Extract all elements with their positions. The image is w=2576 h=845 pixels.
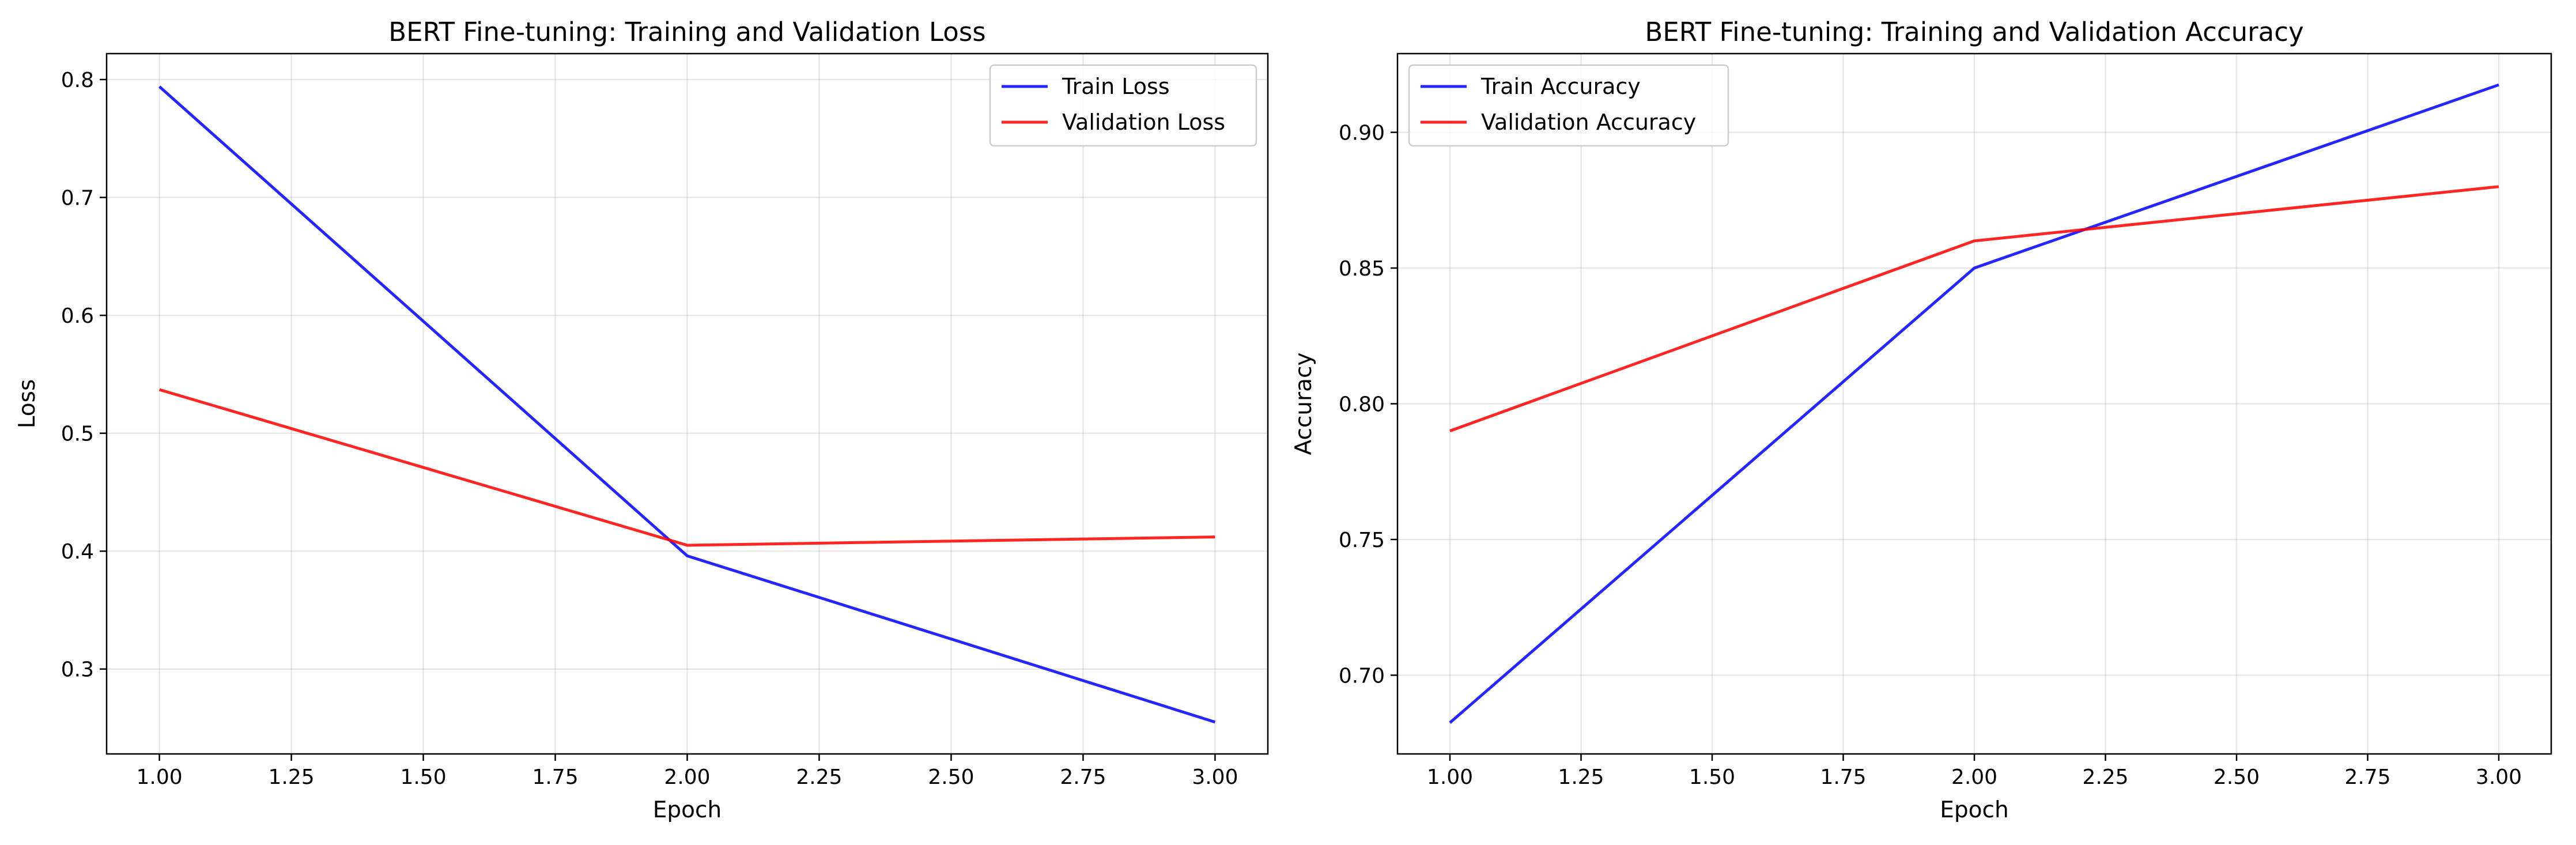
accuracy-chart-legend-train-accuracy-label: Train Accuracy <box>1480 74 1641 99</box>
loss-chart-x-tick-label: 2.50 <box>928 765 974 789</box>
loss-chart-x-tick-label: 1.75 <box>532 765 578 789</box>
accuracy-chart-validation-accuracy-line <box>1449 185 2499 432</box>
loss-chart-plot-frame <box>105 52 1269 755</box>
loss-chart-x-axis-label: Epoch <box>653 797 722 823</box>
loss-chart-y-tick-label: 0.7 <box>61 187 94 210</box>
loss-chart-y-tick-label: 0.6 <box>61 304 94 328</box>
accuracy-chart-x-tick-label: 3.00 <box>2476 765 2522 789</box>
loss-chart-y-tick-label: 0.5 <box>61 423 94 446</box>
accuracy-chart: BERT Fine-tuning: Training and Validatio… <box>1291 17 2552 823</box>
loss-chart-x-tick-label: 3.00 <box>1192 765 1238 789</box>
accuracy-chart-ticks: 1.00 1.25 1.50 1.75 2.00 2.25 2.50 2.75 3.00 0.70… <box>1339 122 2522 789</box>
loss-chart-x-tick-label: 2.75 <box>1060 765 1106 789</box>
loss-chart-series <box>158 85 1216 724</box>
loss-chart-x-tick-label: 1.25 <box>268 765 314 789</box>
loss-chart-grid <box>107 54 1268 754</box>
loss-chart-x-tick-label: 2.25 <box>796 765 842 789</box>
accuracy-chart-x-tick-label: 2.75 <box>2344 765 2390 789</box>
accuracy-chart-train-accuracy-line <box>1449 83 2499 724</box>
loss-chart-title: BERT Fine-tuning: Training and Validatio… <box>388 17 985 47</box>
accuracy-chart-y-tick-label: 0.70 <box>1339 664 1385 688</box>
accuracy-chart-x-tick-label: 1.00 <box>1427 765 1473 789</box>
loss-chart-legend-validation-loss-label: Validation Loss <box>1062 110 1225 135</box>
loss-chart-y-tick-label: 0.3 <box>61 658 94 682</box>
accuracy-chart-y-tick-label: 0.90 <box>1339 122 1385 145</box>
accuracy-chart-title: BERT Fine-tuning: Training and Validatio… <box>1645 17 2303 47</box>
accuracy-chart-series <box>1449 83 2499 724</box>
accuracy-chart-y-tick-label: 0.80 <box>1339 393 1385 417</box>
accuracy-chart-x-tick-label: 2.25 <box>2082 765 2128 789</box>
loss-chart-x-tick-label: 2.00 <box>664 765 710 789</box>
accuracy-chart-legend-frame <box>1408 64 1729 147</box>
accuracy-chart-x-tick-label: 1.50 <box>1689 765 1735 789</box>
loss-chart-legend-frame <box>989 64 1257 147</box>
loss-chart-x-tick-label: 1.50 <box>400 765 446 789</box>
accuracy-chart-x-tick-label: 2.50 <box>2214 765 2260 789</box>
accuracy-chart-legend-validation-accuracy-label: Validation Accuracy <box>1481 110 1696 135</box>
accuracy-chart-plot-frame <box>1396 52 2552 755</box>
accuracy-chart-x-axis-label: Epoch <box>1940 797 2008 823</box>
loss-chart-validation-loss-line <box>158 388 1215 547</box>
accuracy-chart-y-tick-label: 0.75 <box>1339 529 1385 552</box>
accuracy-chart-legend: Train Accuracy Validation Accuracy <box>1408 64 1729 147</box>
loss-chart-y-tick-label: 0.4 <box>61 540 94 564</box>
loss-chart-ticks: 1.00 1.25 1.50 1.75 2.00 2.25 2.50 2.75 3.00 0.3 0… <box>61 69 1238 789</box>
loss-chart-y-tick-label: 0.8 <box>61 69 94 92</box>
accuracy-chart-y-tick-label: 0.85 <box>1339 257 1385 281</box>
accuracy-chart-x-tick-label: 2.00 <box>1951 765 1997 789</box>
loss-chart-train-loss-line <box>158 85 1216 724</box>
loss-chart-legend-train-loss-label: Train Loss <box>1062 74 1170 99</box>
loss-chart-x-tick-label: 1.00 <box>137 765 183 789</box>
loss-chart-y-axis-label: Loss <box>14 379 40 429</box>
loss-chart-legend: Train Loss Validation Loss <box>989 64 1257 147</box>
accuracy-chart-grid <box>1397 54 2551 754</box>
accuracy-chart-x-tick-label: 1.75 <box>1820 765 1866 789</box>
loss-chart: BERT Fine-tuning: Training and Validatio… <box>14 17 1269 823</box>
accuracy-chart-x-tick-label: 1.25 <box>1558 765 1604 789</box>
accuracy-chart-y-axis-label: Accuracy <box>1291 352 1317 455</box>
